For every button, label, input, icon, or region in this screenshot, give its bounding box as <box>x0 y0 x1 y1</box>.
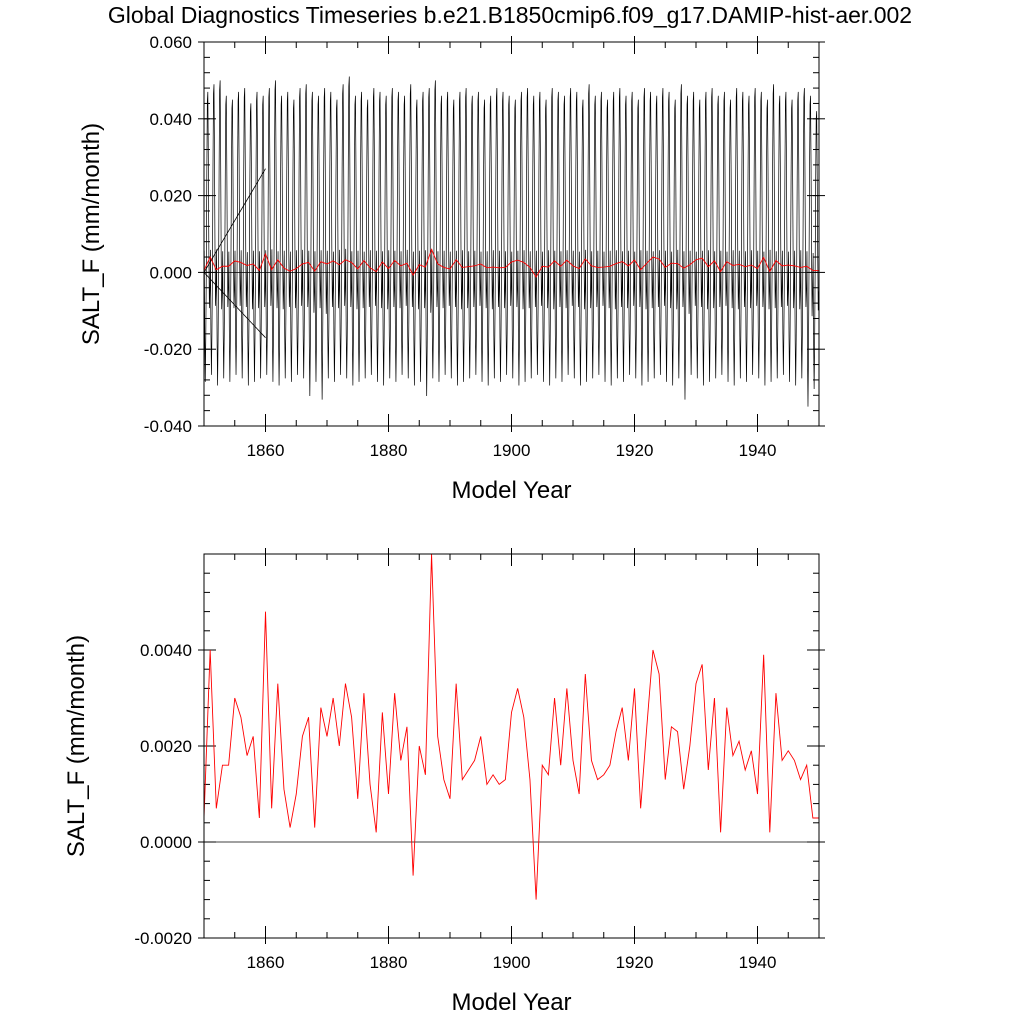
y-tick-label: 0.000 <box>149 263 192 282</box>
y-axis-label: SALT_F (mm/month) <box>63 635 90 857</box>
trend-line-lower <box>204 272 266 338</box>
x-tick-label: 1920 <box>616 441 654 460</box>
trend-line-upper <box>204 168 266 273</box>
y-tick-label: -0.020 <box>144 340 192 359</box>
y-tick-label: 0.0020 <box>140 737 192 756</box>
chart-panel-top: 1860 1880 1900 1920 1940 -0.040 -0.020 0.000 0.0… <box>78 33 825 504</box>
plot-frame <box>203 41 820 427</box>
y-axis-label: SALT_F (mm/month) <box>78 123 105 345</box>
y-tick-label: -0.040 <box>144 417 192 436</box>
monthly-series-line <box>204 76 819 407</box>
x-tick-label: 1900 <box>493 441 531 460</box>
x-tick-label: 1940 <box>739 953 777 972</box>
plot-frame <box>203 553 820 939</box>
y-tick-label: 0.040 <box>149 110 192 129</box>
figure-title: Global Diagnostics Timeseries b.e21.B185… <box>108 2 912 28</box>
x-tick-label: 1860 <box>247 953 285 972</box>
y-tick-label: -0.0020 <box>134 929 192 948</box>
y-tick-label: 0.060 <box>149 33 192 52</box>
y-tick-label: 0.0040 <box>140 641 192 660</box>
annual-mean-line <box>204 248 819 278</box>
x-tick-label: 1940 <box>739 441 777 460</box>
x-tick-label: 1880 <box>370 953 408 972</box>
chart-panel-bottom: 1860 1880 1900 1920 1940 -0.0020 0.0000 0.0020 0… <box>63 548 825 1016</box>
x-axis-label: Model Year <box>451 989 571 1016</box>
y-tick-label: 0.0000 <box>140 833 192 852</box>
x-tick-label: 1880 <box>370 441 408 460</box>
y-tick-label: 0.020 <box>149 187 192 206</box>
plot-area <box>204 554 819 900</box>
x-tick-label: 1900 <box>493 953 531 972</box>
x-axis-label: Model Year <box>451 477 571 504</box>
annual-mean-line <box>204 554 819 900</box>
x-tick-label: 1860 <box>247 441 285 460</box>
x-tick-label: 1920 <box>616 953 654 972</box>
plot-area <box>204 76 819 407</box>
